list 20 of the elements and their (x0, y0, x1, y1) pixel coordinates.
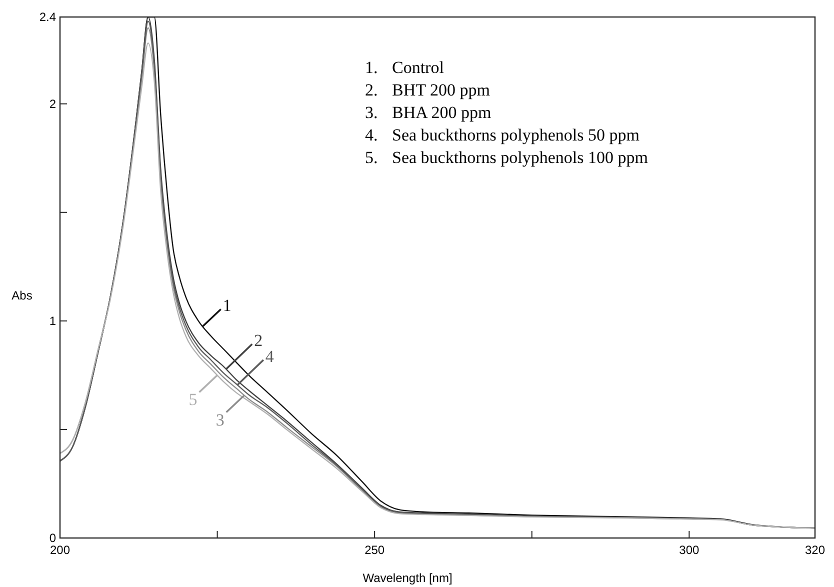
y-tick-label: 0 (49, 531, 56, 546)
x-tick-label: 200 (50, 543, 70, 557)
series-label: 1 (222, 296, 232, 316)
x-tick-label: 250 (364, 543, 385, 557)
x-axis-title: Wavelength [nm] (362, 571, 452, 585)
x-tick-label: 320 (804, 543, 826, 557)
annotation: 1. Control (365, 58, 444, 77)
y-axis-title: Abs (12, 288, 32, 302)
y-tick-label: 2.4 (39, 10, 56, 24)
annotation: 5. Sea buckthorns polyphenols 100 ppm (365, 148, 648, 167)
series-label: 2 (254, 331, 263, 350)
x-tick-label: 300 (679, 543, 700, 557)
y-tick-label: 1 (49, 314, 56, 328)
annotation: 4. Sea buckthorns polyphenols 50 ppm (365, 126, 640, 144)
annotation: 2. BHT 200 ppm (365, 80, 490, 100)
legend-label: 5 (188, 390, 198, 410)
y-tick-label: 2 (49, 97, 56, 112)
annotation: 3. BHA 200 ppm (365, 103, 492, 122)
series-label: 4 (265, 346, 274, 366)
legend-label: 3 (216, 410, 224, 430)
